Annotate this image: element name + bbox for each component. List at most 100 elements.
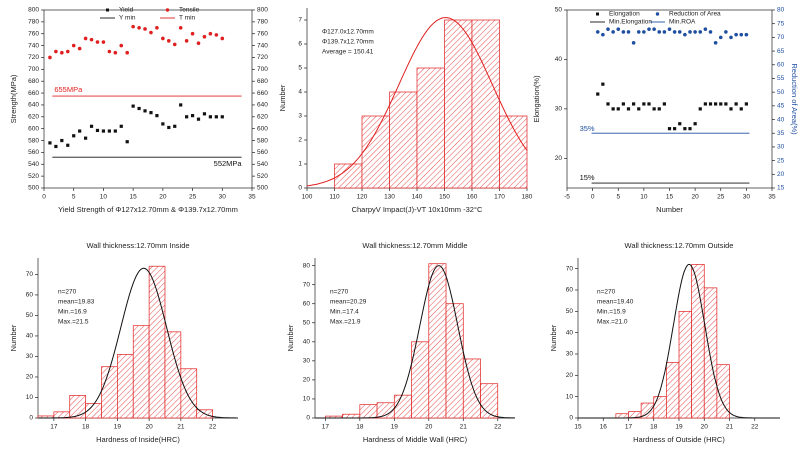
point: [131, 24, 135, 29]
point: [683, 127, 687, 131]
y2-tick-label: 70: [777, 34, 785, 41]
y-tick-label: 20: [303, 377, 311, 384]
point: [744, 102, 748, 106]
x-tick-label: 15: [130, 194, 138, 201]
y-tick-label: 40: [26, 333, 34, 340]
point: [703, 102, 707, 106]
x-tick-label: 19: [675, 424, 683, 431]
x-tick-label: 20: [145, 424, 153, 431]
point: [667, 127, 672, 131]
y2-tick-label: 720: [257, 54, 268, 61]
y2-tick-label: 540: [257, 161, 268, 168]
point: [611, 30, 615, 34]
chart-title: Wall thickness:12.70mm Middle: [362, 241, 467, 250]
y-tick-label: 600: [28, 125, 39, 132]
point: [190, 31, 195, 36]
y2-tick-label: 700: [257, 66, 268, 73]
y-axis-label: Strength(MPa): [9, 74, 18, 123]
point: [642, 30, 646, 34]
y-axis-label: Number: [549, 324, 558, 351]
point: [611, 107, 615, 111]
y-tick-label: 580: [28, 137, 39, 144]
y2-tick-label: 20: [777, 171, 785, 178]
y-tick-label: 30: [555, 106, 563, 113]
y-tick-label: 10: [566, 393, 574, 400]
y-tick-label: 0: [306, 415, 310, 422]
y-tick-label: 5: [298, 65, 302, 72]
bar: [471, 19, 500, 189]
y-tick-label: 660: [28, 90, 39, 97]
fit-curve: [578, 263, 780, 419]
y-tick-label: 680: [28, 78, 39, 85]
point: [113, 129, 117, 133]
point: [107, 129, 111, 133]
point: [196, 117, 201, 121]
point: [739, 107, 743, 111]
y2-tick-label: 45: [777, 103, 785, 110]
y-tick-label: 700: [28, 66, 39, 73]
x-tick-label: 150: [439, 194, 450, 201]
bar: [393, 394, 412, 419]
x-tick-label: 140: [412, 194, 423, 201]
x-axis-label: CharpyV Impact(J)-VT 10x10mm -32°C: [352, 205, 483, 214]
point: [179, 103, 183, 107]
bar: [615, 413, 629, 419]
y2-axis-label: Reduction of Area(%): [790, 63, 799, 135]
annotation: mean=19.40: [597, 299, 634, 306]
y-tick-label: 50: [303, 319, 311, 326]
point: [220, 115, 224, 119]
x-axis-label: Yield Strength of Φ127x12.70mm & Φ139.7x…: [58, 205, 238, 214]
y2-tick-label: 760: [257, 30, 268, 37]
x-tick-label: 18: [650, 424, 658, 431]
bar: [389, 91, 418, 189]
x-tick-label: 20: [692, 194, 700, 201]
threshold-label: 15%: [580, 173, 595, 182]
y2-tick-label: 55: [777, 75, 785, 82]
point: [89, 124, 94, 128]
point: [143, 109, 147, 113]
threshold-label: 35%: [580, 124, 595, 133]
y-tick-label: 2: [298, 137, 302, 144]
x-tick-label: 19: [114, 424, 122, 431]
y2-tick-label: 600: [257, 125, 268, 132]
x-tick-label: 100: [302, 194, 313, 201]
y-tick-label: 620: [28, 114, 39, 121]
y-tick-label: 7: [298, 17, 302, 24]
y-tick-label: 80: [303, 262, 311, 269]
legend-label: Min.ROA: [669, 19, 696, 26]
x-tick-label: 25: [189, 194, 197, 201]
point: [178, 26, 183, 30]
bar: [180, 368, 198, 419]
y-tick-label: 6: [298, 41, 302, 48]
annotation: Φ127.0x12.70mm: [322, 29, 374, 36]
legend-label: Elongation: [609, 11, 640, 18]
point: [621, 102, 625, 106]
y-tick-label: 70: [303, 281, 311, 288]
bar: [703, 287, 718, 419]
point: [172, 42, 177, 47]
point: [708, 102, 713, 106]
point: [190, 114, 195, 118]
point: [60, 138, 64, 143]
bar: [69, 395, 86, 419]
point: [698, 107, 702, 111]
point: [65, 49, 70, 54]
point: [647, 27, 651, 31]
y-tick-label: 10: [26, 394, 34, 401]
y2-tick-label: 15: [777, 185, 785, 192]
point: [667, 27, 672, 31]
point: [208, 115, 212, 119]
y-tick-label: 3: [298, 113, 302, 120]
point: [744, 32, 749, 37]
bar: [164, 331, 182, 419]
y-tick-label: 0: [569, 415, 573, 422]
x-tick-label: 17: [625, 424, 633, 431]
bar: [101, 366, 118, 419]
point: [703, 27, 708, 31]
x-tick-label: 180: [522, 194, 533, 201]
point: [713, 41, 718, 45]
point: [657, 30, 662, 34]
point: [84, 136, 88, 140]
y-tick-label: 540: [28, 161, 39, 168]
point: [734, 32, 738, 37]
